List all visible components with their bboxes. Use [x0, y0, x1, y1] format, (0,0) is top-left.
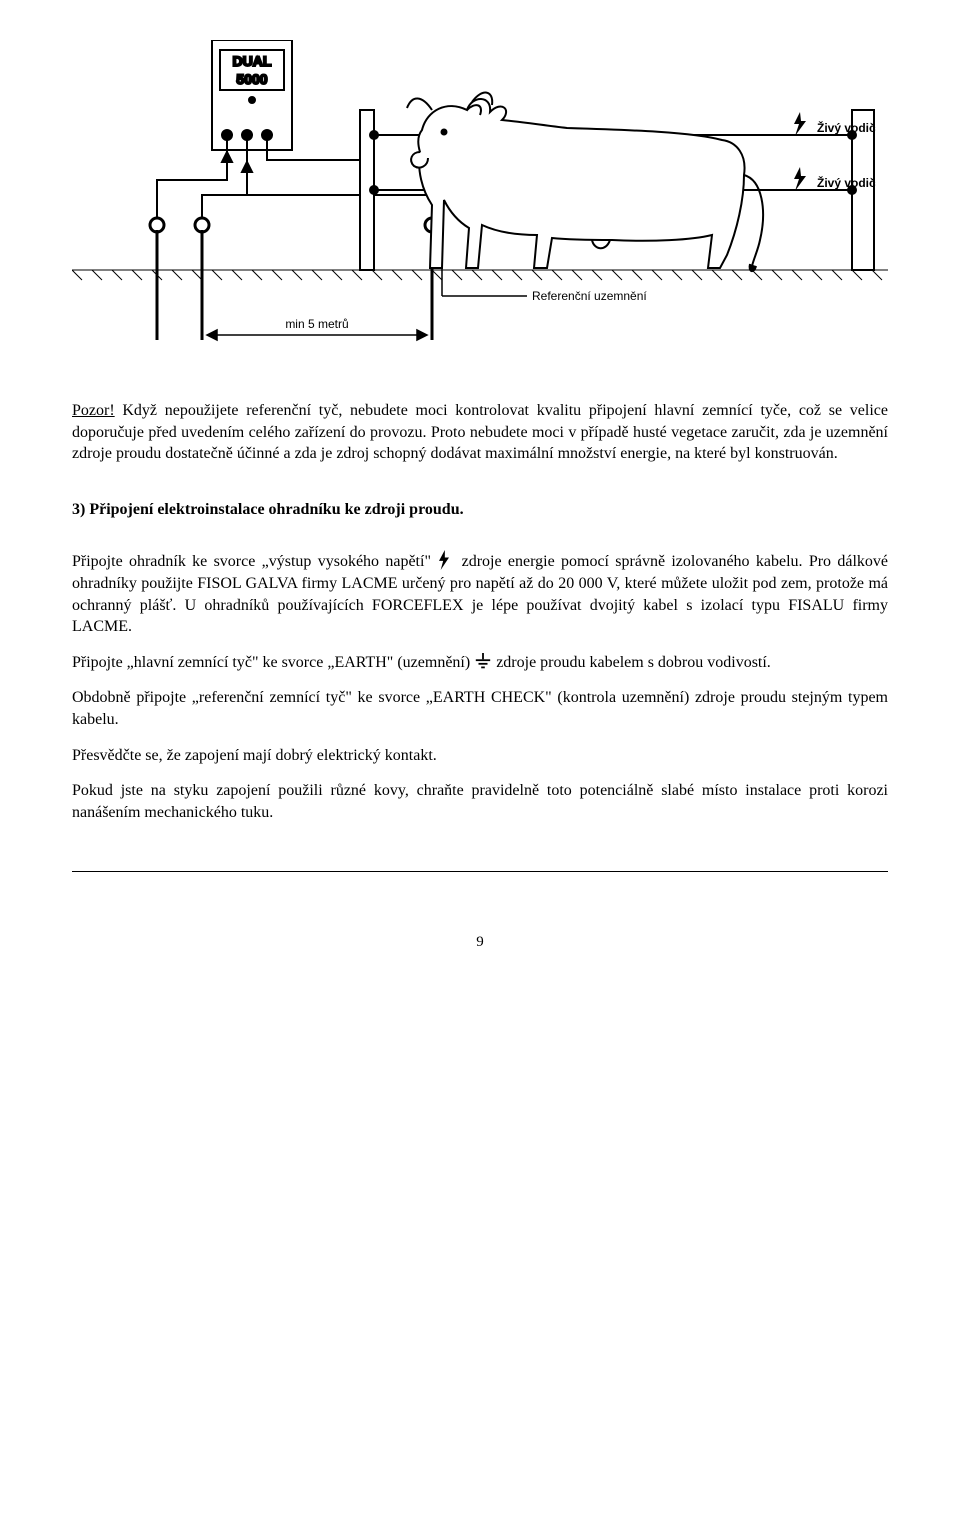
p3-after: zdroje proudu kabelem s dobrou vodivostí… [496, 654, 771, 671]
fence-wiring-diagram: DUAL 5000 [72, 40, 888, 360]
svg-text:5000: 5000 [236, 71, 267, 87]
p5: Přesvědčte se, že zapojení mají dobrý el… [72, 745, 888, 767]
section-3-heading: 3) Připojení elektroinstalace ohradníku … [72, 499, 888, 521]
energizer-device: DUAL 5000 [212, 40, 292, 150]
earth-ground-icon [474, 653, 492, 673]
warning-paragraph: Pozor! Když nepoužijete referenční tyč, … [72, 400, 888, 465]
horizontal-rule [72, 871, 888, 872]
cow-icon [407, 93, 763, 272]
p1-text: Když nepoužijete referenční tyč, nebudet… [72, 402, 888, 462]
p2: Připojte ohradník ke svorce „výstup vyso… [72, 550, 888, 637]
svg-text:DUAL: DUAL [233, 53, 272, 69]
p6: Pokud jste na styku zapojení použili růz… [72, 780, 888, 823]
svg-text:Referenční uzemnění: Referenční uzemnění [532, 289, 647, 303]
page-number: 9 [72, 932, 888, 952]
p4: Obdobně připojte „referenční zemnící tyč… [72, 687, 888, 730]
warning-label: Pozor! [72, 402, 115, 419]
svg-text:Živý vodič: Živý vodič [817, 120, 876, 135]
svg-text:min 5 metrů: min 5 metrů [285, 317, 348, 331]
svg-text:Živý vodič: Živý vodič [817, 175, 876, 190]
p2-before: Připojte ohradník ke svorce „výstup vyso… [72, 553, 437, 570]
p3: Připojte „hlavní zemnící tyč" ke svorce … [72, 652, 888, 674]
lightning-bolt-icon [437, 550, 455, 570]
p3-before: Připojte „hlavní zemnící tyč" ke svorce … [72, 654, 474, 671]
